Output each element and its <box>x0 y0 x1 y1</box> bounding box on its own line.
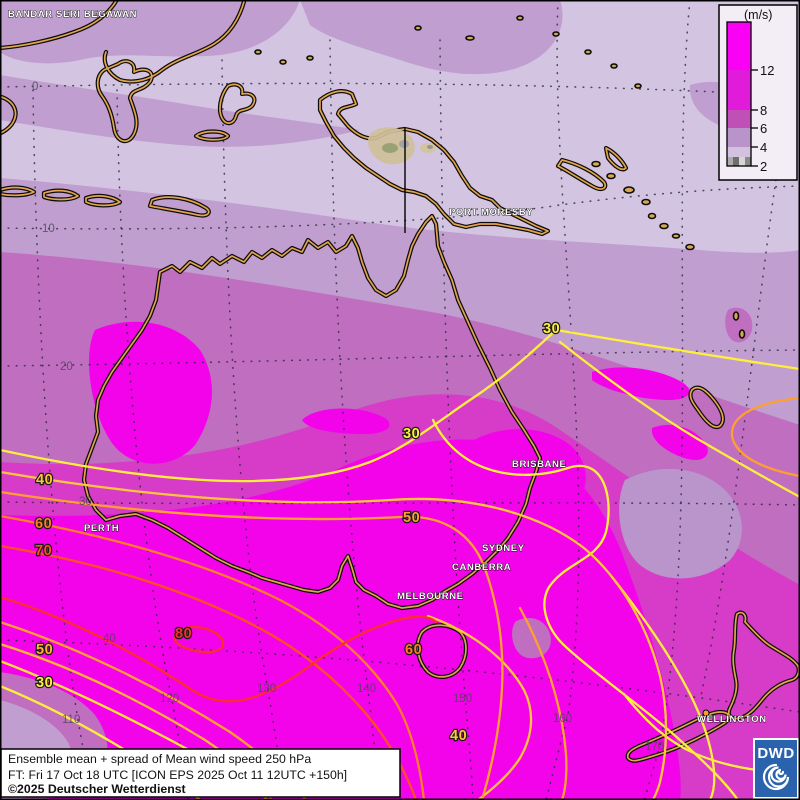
contour-label: 70 <box>35 543 52 559</box>
legend-colorbar <box>726 21 758 167</box>
grid-label: 30 <box>79 496 92 508</box>
city-label-canberra: CANBERRA <box>452 562 511 573</box>
small-islands <box>254 15 746 339</box>
legend-tick: 4 <box>760 140 767 155</box>
product-copyright: ©2025 Deutscher Wetterdienst <box>8 782 186 796</box>
legend-tick-labels: 12 8 6 4 2 <box>760 63 774 174</box>
city-label-sydney: SYDNEY <box>482 543 525 554</box>
legend-tick: 8 <box>760 103 767 118</box>
grid-label: 170 <box>645 741 664 753</box>
grid-label: 0 <box>32 81 38 93</box>
legend-tick: 2 <box>760 159 767 174</box>
grid-label: 130 <box>257 683 276 695</box>
contour-value-labels: 30 30 30 40 40 50 50 60 60 70 80 <box>34 320 561 745</box>
city-label-bandar-seri-begawan: BANDAR SERI BEGAWAN <box>8 9 137 20</box>
wellington-marker <box>702 709 710 717</box>
grid-label: 140 <box>357 683 376 695</box>
contour-label: 60 <box>35 516 52 532</box>
legend: (m/s) 12 8 6 4 2 <box>718 4 798 181</box>
spiral-icon <box>762 763 790 791</box>
city-label-melbourne: MELBOURNE <box>397 591 464 602</box>
contour-label: 30 <box>36 675 53 691</box>
graticule-labels: 0 10 20 30 40 110 120 130 140 150 160 17… <box>32 81 664 753</box>
grid-label: 20 <box>60 361 73 373</box>
grid-label: 10 <box>42 223 55 235</box>
grid-label: 160 <box>553 713 572 725</box>
grid-label: 40 <box>103 633 116 645</box>
legend-unit-label: (m/s) <box>744 8 772 22</box>
legend-tick: 6 <box>760 121 767 136</box>
logo-text: DWD <box>757 745 794 762</box>
city-label-port-moresby: PORT MORESBY <box>449 207 533 218</box>
png-terrain <box>367 127 436 165</box>
contour-label: 80 <box>175 626 192 642</box>
contour-label: 40 <box>450 728 467 744</box>
contour-label: 30 <box>403 426 420 442</box>
city-labels: BANDAR SERI BEGAWAN PORT MORESBY BRISBAN… <box>8 9 767 726</box>
grid-label: 120 <box>160 693 179 705</box>
coastlines <box>0 0 799 761</box>
contour-label: 40 <box>36 472 53 488</box>
grid-label: 150 <box>453 693 472 705</box>
product-title: Ensemble mean + spread of Mean wind spee… <box>8 752 311 766</box>
contour-label: 30 <box>543 321 560 337</box>
contour-label: 50 <box>36 642 53 658</box>
dwd-logo: DWD <box>753 738 799 799</box>
product-info-box: Ensemble mean + spread of Mean wind spee… <box>0 748 401 798</box>
contour-label: 50 <box>403 510 420 526</box>
legend-tick: 12 <box>760 63 774 78</box>
city-label-brisbane: BRISBANE <box>512 459 566 470</box>
product-forecast-time: FT: Fri 17 Oct 18 UTC [ICON EPS 2025 Oct… <box>8 768 347 782</box>
grid-label: 110 <box>62 714 80 726</box>
city-label-wellington: WELLINGTON <box>697 714 767 725</box>
contour-label: 60 <box>405 642 422 658</box>
city-label-perth: PERTH <box>84 523 119 534</box>
